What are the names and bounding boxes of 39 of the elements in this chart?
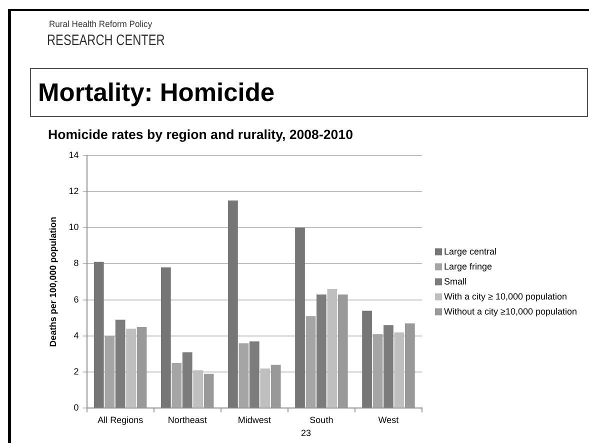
bar — [405, 323, 415, 408]
bar — [295, 228, 305, 408]
bar — [238, 343, 249, 408]
chart-subtitle: Homicide rates by region and rurality, 2008-2010 — [48, 127, 353, 142]
text: Rural Health Reform Policy — [49, 19, 152, 29]
bar — [136, 326, 147, 408]
x-tick-label: West — [378, 415, 400, 426]
bar — [338, 294, 348, 408]
legend-label: Large central — [444, 246, 497, 256]
chart-title: Mortality: Homicide — [38, 79, 275, 108]
bar — [172, 363, 182, 408]
legend-label: With a city ≥ 10,000 population — [444, 291, 568, 302]
y-tick-label: 14 — [68, 150, 79, 160]
legend-label: Without a city ≥10,000 population — [444, 306, 578, 316]
x-tick-label: Midwest — [238, 415, 272, 426]
y-tick-label: 2 — [74, 366, 79, 377]
x-tick-label: Northeast — [168, 415, 208, 426]
x-tick-label: All Regions — [98, 415, 144, 426]
y-tick-label: 8 — [74, 258, 79, 268]
bar — [228, 200, 238, 408]
bar — [362, 310, 372, 408]
text: RESEARCH CENTER — [47, 32, 165, 49]
bar — [94, 262, 104, 408]
y-tick-label: 4 — [74, 330, 79, 340]
y-tick-label: 0 — [74, 402, 79, 413]
y-tick-label: 10 — [68, 222, 79, 232]
text: 23 — [301, 428, 312, 438]
y-axis-title: Deaths per 100,000 population — [48, 216, 58, 347]
bar — [160, 267, 171, 408]
x-tick-label: South — [310, 415, 334, 426]
legend-label: Small — [444, 276, 467, 286]
legend-label: Large fringe — [444, 261, 492, 272]
bar — [372, 334, 383, 408]
y-tick-label: 12 — [68, 186, 79, 196]
bar — [204, 374, 214, 408]
y-tick-label: 6 — [74, 294, 79, 304]
bar — [306, 316, 316, 408]
bar — [104, 336, 115, 408]
bar — [270, 364, 281, 408]
